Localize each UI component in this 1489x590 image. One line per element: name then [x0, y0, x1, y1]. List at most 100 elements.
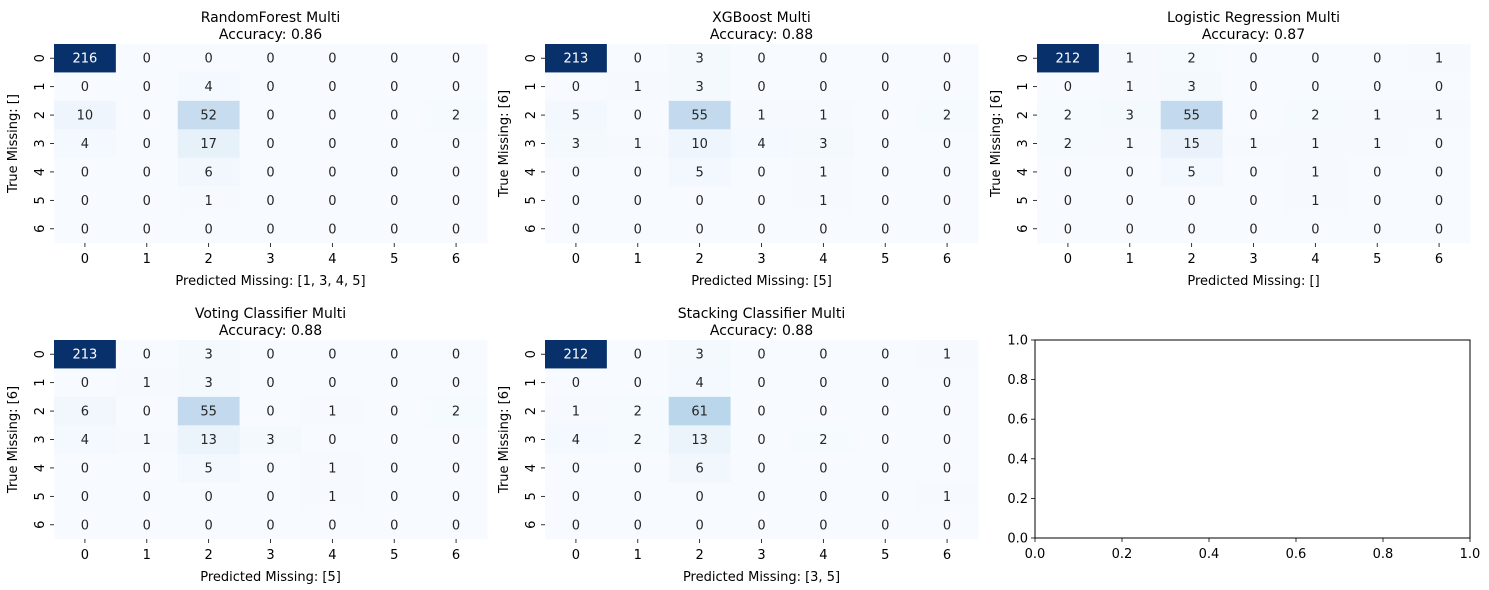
y-tick-label: 2 — [33, 111, 48, 119]
cell-value-label: 1 — [634, 137, 642, 152]
x-tick-label: 6 — [943, 548, 951, 563]
heatmap-cell — [1284, 129, 1347, 159]
cell-value-label: 1 — [328, 461, 336, 476]
chart-subtitle: Accuracy: 0.86 — [219, 27, 322, 43]
heatmap-cell — [239, 72, 302, 102]
cell-value-label: 2 — [452, 405, 460, 420]
chart-title: XGBoost Multi — [712, 10, 811, 26]
cell-value-label: 3 — [819, 137, 827, 152]
heatmap-cell — [668, 157, 732, 187]
cell-value-label: 0 — [1188, 222, 1196, 237]
cell-value-label: 2 — [1188, 52, 1196, 67]
heatmap-cell — [854, 482, 917, 512]
y-tick-label: 0.0 — [1007, 532, 1028, 547]
heatmap-cell — [792, 72, 855, 102]
cell-value-label: 213 — [564, 52, 589, 67]
heatmap-cell — [239, 129, 302, 159]
cell-value-label: 0 — [143, 80, 151, 95]
heatmap-cell — [854, 368, 917, 398]
heatmap-cell — [301, 72, 364, 102]
cell-value-label: 0 — [390, 222, 398, 237]
x-tick-label: 2 — [696, 548, 704, 563]
cell-value-label: 0 — [266, 165, 274, 180]
cell-value-label: 0 — [81, 80, 89, 95]
heatmap-cell — [854, 214, 917, 244]
cell-value-label: 1 — [1373, 109, 1381, 124]
heatmap-cell — [115, 453, 179, 483]
cell-value-label: 0 — [205, 222, 213, 237]
cell-value-label: 0 — [143, 461, 151, 476]
cell-value-label: 0 — [1435, 222, 1443, 237]
cell-value-label: 0 — [452, 376, 460, 391]
cell-value-label: 0 — [634, 348, 642, 363]
heatmap-cell — [1346, 44, 1409, 73]
cell-value-label: 0 — [205, 490, 213, 505]
heatmap-cell — [854, 44, 917, 73]
heatmap-cell — [1098, 214, 1162, 244]
cell-value-label: 0 — [696, 518, 704, 533]
empty-axes-frame — [1034, 339, 1471, 539]
heatmap-cell — [916, 368, 979, 398]
heatmap-cell — [1346, 157, 1409, 187]
heatmap-cell — [730, 425, 793, 455]
y-axis-label: True Missing: [6] — [989, 90, 1004, 198]
heatmap-cell — [730, 129, 793, 159]
cell-value-label: 0 — [390, 80, 398, 95]
cell-value-label: 0 — [328, 52, 336, 67]
cell-value-label: 0 — [266, 194, 274, 209]
heatmap-cell — [177, 44, 241, 73]
y-tick-label: 0 — [33, 350, 48, 358]
cell-value-label: 0 — [1126, 194, 1134, 209]
heatmap-cell — [730, 396, 793, 426]
heatmap-cell — [668, 129, 732, 159]
heatmap-cell — [545, 129, 608, 159]
cell-value-label: 1 — [572, 405, 580, 420]
heatmap-cell — [545, 425, 608, 455]
heatmap-cell — [425, 425, 488, 455]
heatmap-cell — [1160, 72, 1224, 102]
cell-value-label: 2 — [634, 433, 642, 448]
heatmap-cell — [54, 482, 117, 512]
x-tick-label: 1 — [143, 548, 151, 563]
x-tick-label: 1 — [143, 252, 151, 267]
cell-value-label: 4 — [81, 433, 89, 448]
heatmap-cell — [177, 510, 241, 540]
cell-value-label: 0 — [1126, 222, 1134, 237]
cell-value-label: 0 — [452, 348, 460, 363]
heatmap-cell — [792, 340, 855, 369]
heatmap-cell — [239, 100, 302, 130]
x-tick-label: 0.0 — [1025, 547, 1046, 562]
heatmap-cell — [606, 186, 670, 216]
heatmap-cell — [54, 157, 117, 187]
heatmap-cell — [54, 72, 117, 102]
heatmap-cell — [1098, 186, 1162, 216]
cell-value-label: 0 — [1249, 194, 1257, 209]
cell-value-label: 0 — [452, 165, 460, 180]
cell-value-label: 0 — [572, 80, 580, 95]
heatmap-cell — [545, 186, 608, 216]
heatmap-cell — [301, 157, 364, 187]
heatmap-cell — [239, 214, 302, 244]
cell-value-label: 0 — [757, 490, 765, 505]
x-tick-label: 0 — [572, 252, 580, 267]
heatmap-cell — [1408, 72, 1471, 102]
x-tick-label: 1 — [634, 252, 642, 267]
cell-value-label: 0 — [757, 518, 765, 533]
heatmap-cell — [177, 186, 241, 216]
heatmap-cell — [606, 368, 670, 398]
cell-value-label: 0 — [634, 461, 642, 476]
heatmap-cell — [425, 157, 488, 187]
heatmap-cell — [115, 129, 179, 159]
x-axis-label: Predicted Missing: [5] — [200, 570, 341, 585]
heatmap-cell — [1222, 72, 1285, 102]
cell-value-label: 0 — [390, 433, 398, 448]
heatmap-cell — [792, 157, 855, 187]
x-tick-label: 0 — [572, 548, 580, 563]
heatmap-cell — [854, 186, 917, 216]
cell-value-label: 0 — [143, 490, 151, 505]
cell-value-label: 4 — [696, 376, 704, 391]
heatmap-cell — [1408, 157, 1471, 187]
heatmap-cell — [301, 129, 364, 159]
